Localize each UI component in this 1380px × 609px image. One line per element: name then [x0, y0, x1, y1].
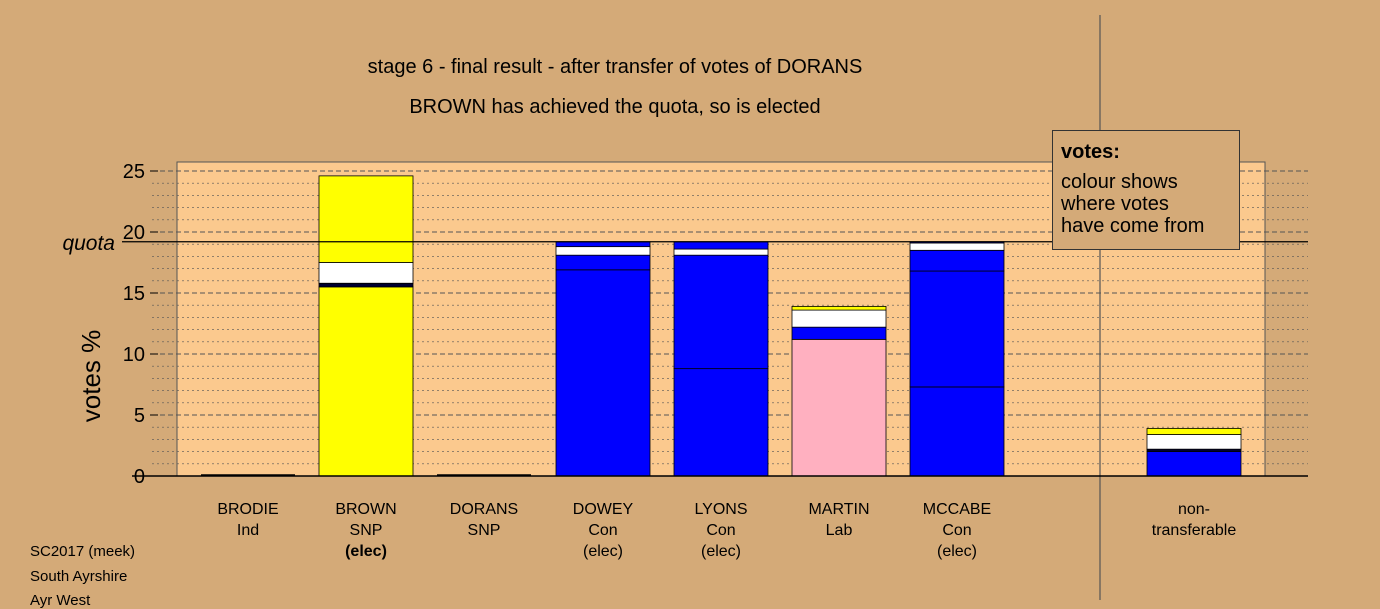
- candidate-name-label: DOWEY: [573, 501, 634, 518]
- bar-segment: [791, 306, 887, 311]
- legend-title: votes:: [1061, 141, 1120, 163]
- bar-segment: [791, 338, 887, 477]
- party-label: Lab: [826, 522, 853, 539]
- bar-segment: [555, 241, 651, 248]
- candidate-name-label: non-: [1178, 501, 1210, 518]
- bar-segment: [318, 175, 414, 263]
- footer-ward: Ayr West: [30, 592, 91, 609]
- party-label: Con: [588, 522, 617, 539]
- candidate-name-label: MARTIN: [808, 501, 869, 518]
- bar-segment: [909, 386, 1005, 477]
- bar-segment: [673, 368, 769, 477]
- quota-label: quota: [62, 232, 115, 255]
- candidate-name-label: MCCABE: [923, 501, 991, 518]
- candidate-name-label: BRODIE: [217, 501, 278, 518]
- bar-segment: [1146, 451, 1242, 477]
- footer-council: South Ayrshire: [30, 568, 128, 585]
- bar-segment: [909, 249, 1005, 272]
- bar-segment: [318, 286, 414, 477]
- footer-election: SC2017 (meek): [30, 543, 136, 560]
- status-label: (elec): [583, 543, 623, 560]
- bar-segment: [673, 241, 769, 250]
- bar-segment: [909, 270, 1005, 388]
- legend-text: colour shows where votes have come from: [1061, 171, 1205, 237]
- bar-segment: [791, 309, 887, 328]
- party-label: SNP: [350, 522, 383, 539]
- party-label: Con: [942, 522, 971, 539]
- y-tick-label: 20: [123, 222, 145, 244]
- y-tick-label: 0: [134, 466, 145, 488]
- bar-segment: [318, 282, 414, 288]
- party-label: Con: [706, 522, 735, 539]
- bar-segment: [909, 242, 1005, 251]
- party-label: Ind: [237, 522, 259, 539]
- bar-segment: [673, 248, 769, 256]
- candidate-name-label: LYONS: [694, 501, 747, 518]
- y-tick-label: 10: [123, 344, 145, 366]
- bar-segment: [555, 254, 651, 271]
- party-label: transferable: [1152, 522, 1237, 539]
- legend-box: votes: colour shows where votes have com…: [1052, 130, 1240, 250]
- y-axis-label: votes %: [76, 330, 106, 423]
- bar-segment: [791, 326, 887, 340]
- y-tick-label: 5: [134, 405, 145, 427]
- bar-segment: [1146, 434, 1242, 450]
- y-tick-label: 25: [123, 161, 145, 183]
- bar-segment: [673, 254, 769, 370]
- party-label: SNP: [468, 522, 501, 539]
- candidate-name-label: DORANS: [450, 501, 518, 518]
- bar-segment: [555, 269, 651, 477]
- y-tick-label: 15: [123, 283, 145, 305]
- bar-segment: [555, 246, 651, 256]
- chart-title: stage 6 - final result - after transfer …: [367, 56, 863, 78]
- bar-segment: [1146, 428, 1242, 435]
- bar-segment: [318, 262, 414, 284]
- chart-subtitle: BROWN has achieved the quota, so is elec…: [409, 96, 821, 118]
- status-label: (elec): [701, 543, 741, 560]
- candidate-name-label: BROWN: [335, 501, 396, 518]
- status-label: (elec): [345, 543, 387, 560]
- status-label: (elec): [937, 543, 977, 560]
